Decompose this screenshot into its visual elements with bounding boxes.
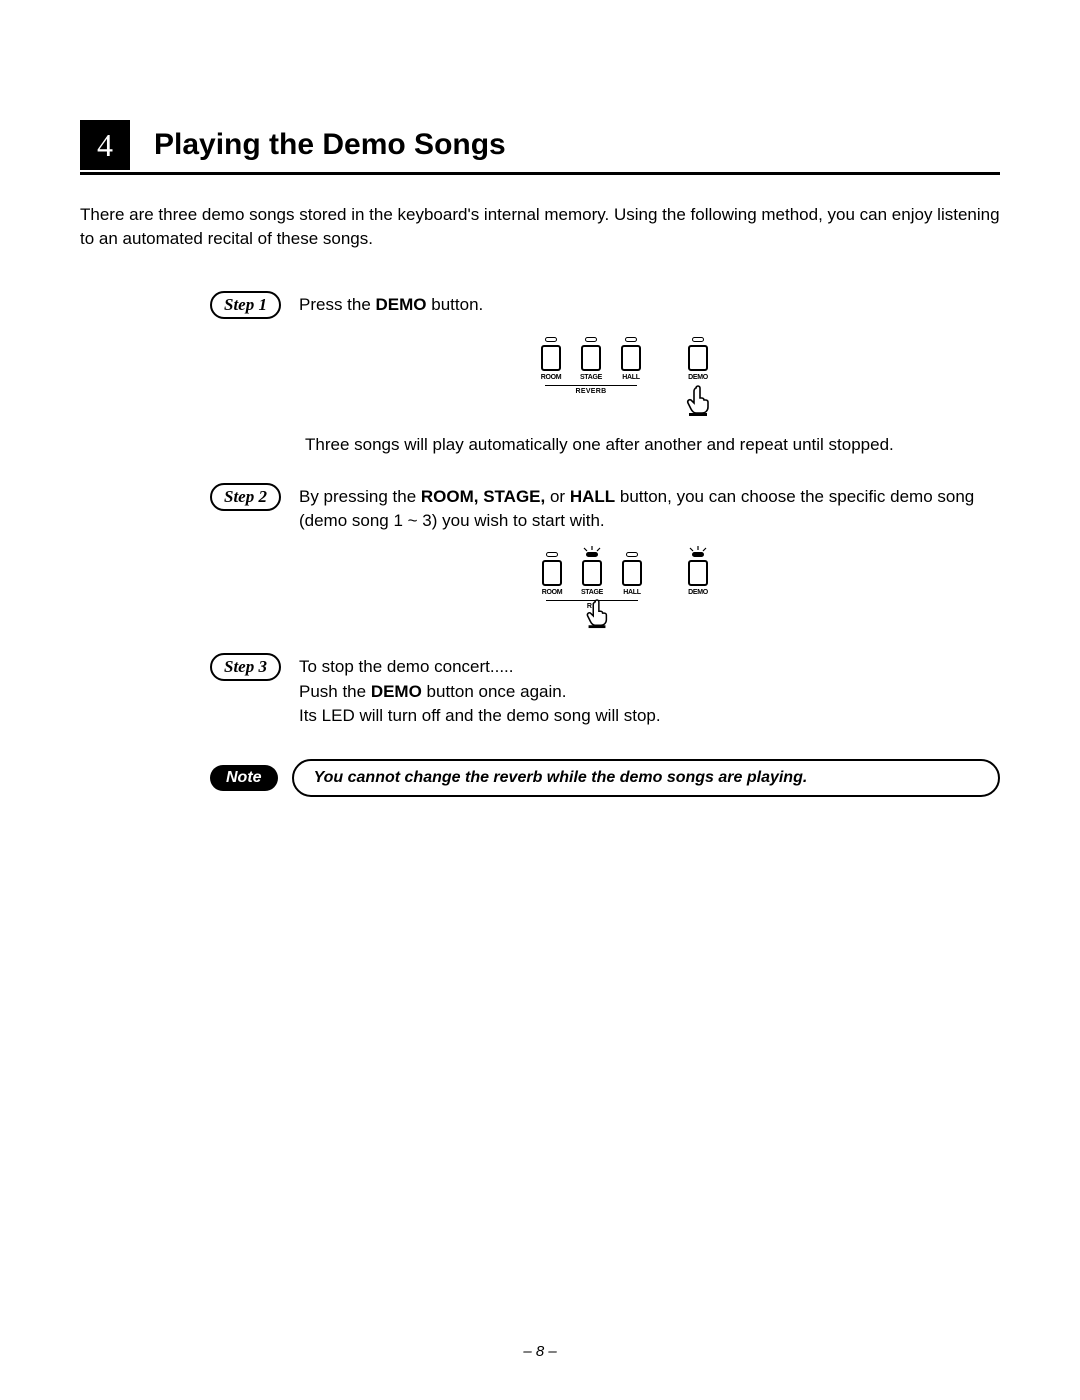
pointer-hand-icon-2 bbox=[582, 599, 612, 629]
step-3-line3: Its LED will turn off and the demo song … bbox=[299, 704, 661, 729]
step-2-badge: Step 2 bbox=[210, 483, 281, 511]
demo-button-col: DEMO bbox=[682, 337, 714, 417]
note-row: Note You cannot change the reverb while … bbox=[210, 759, 1000, 797]
step-1-text: Press the DEMO button. bbox=[299, 291, 483, 318]
step-2-row: Step 2 By pressing the ROOM, STAGE, or H… bbox=[210, 483, 1000, 534]
room-button-2: ROOM bbox=[537, 552, 567, 596]
step-1-after-text: Three songs will play automatically one … bbox=[305, 435, 1000, 455]
hall-label: HALL bbox=[622, 374, 639, 381]
note-box: You cannot change the reverb while the d… bbox=[292, 759, 1000, 797]
step-3-line2-bold: DEMO bbox=[371, 682, 422, 701]
step-2-pre: By pressing the bbox=[299, 487, 421, 506]
diagram-2: ROOM STAGE HALL bbox=[250, 552, 1000, 627]
diagram-1: ROOM STAGE HALL REVERB DEMO bbox=[250, 337, 1000, 417]
demo-label-2: DEMO bbox=[688, 589, 708, 596]
reverb-label: REVERB bbox=[576, 388, 607, 395]
demo-label: DEMO bbox=[688, 374, 708, 381]
section-number-box: 4 bbox=[80, 120, 130, 170]
intro-paragraph: There are three demo songs stored in the… bbox=[80, 203, 1000, 251]
step-2-bold1: ROOM, STAGE, bbox=[421, 487, 545, 506]
section-title: Playing the Demo Songs bbox=[154, 128, 506, 162]
step-3-line2-post: button once again. bbox=[422, 682, 567, 701]
step-1-pre: Press the bbox=[299, 295, 376, 314]
step-1-row: Step 1 Press the DEMO button. bbox=[210, 291, 1000, 319]
reverb-cluster: ROOM STAGE HALL REVERB bbox=[536, 337, 646, 395]
hall-label-2: HALL bbox=[623, 589, 640, 596]
step-2-bold2: HALL bbox=[570, 487, 615, 506]
room-button: ROOM bbox=[536, 337, 566, 381]
step-3-line1: To stop the demo concert..... bbox=[299, 655, 661, 680]
room-label: ROOM bbox=[541, 374, 562, 381]
demo-button: DEMO bbox=[683, 337, 713, 381]
demo-button-col-2: DEMO bbox=[683, 552, 713, 596]
step-3-badge: Step 3 bbox=[210, 653, 281, 681]
pointer-hand-icon bbox=[682, 385, 714, 417]
step-3-line2-pre: Push the bbox=[299, 682, 371, 701]
page-number: – 8 – bbox=[0, 1343, 1080, 1360]
step-1-badge: Step 1 bbox=[210, 291, 281, 319]
hall-button: HALL bbox=[616, 337, 646, 381]
stage-button-2: STAGE bbox=[577, 552, 607, 596]
hall-button-2: HALL bbox=[617, 552, 647, 596]
room-label-2: ROOM bbox=[542, 589, 563, 596]
step-3-row: Step 3 To stop the demo concert..... Pus… bbox=[210, 653, 1000, 729]
step-2-text: By pressing the ROOM, STAGE, or HALL but… bbox=[299, 483, 1000, 534]
step-2-mid: or bbox=[545, 487, 570, 506]
stage-label: STAGE bbox=[580, 374, 602, 381]
demo-button-2: DEMO bbox=[683, 552, 713, 596]
section-header: 4 Playing the Demo Songs bbox=[80, 120, 1000, 175]
step-1-post: button. bbox=[427, 295, 484, 314]
note-badge: Note bbox=[210, 765, 278, 791]
step-3-line2: Push the DEMO button once again. bbox=[299, 680, 661, 705]
stage-label-2: STAGE bbox=[581, 589, 603, 596]
stage-button: STAGE bbox=[576, 337, 606, 381]
step-1-bold: DEMO bbox=[376, 295, 427, 314]
step-3-text: To stop the demo concert..... Push the D… bbox=[299, 653, 661, 729]
reverb-cluster-2: ROOM STAGE HALL bbox=[537, 552, 647, 627]
